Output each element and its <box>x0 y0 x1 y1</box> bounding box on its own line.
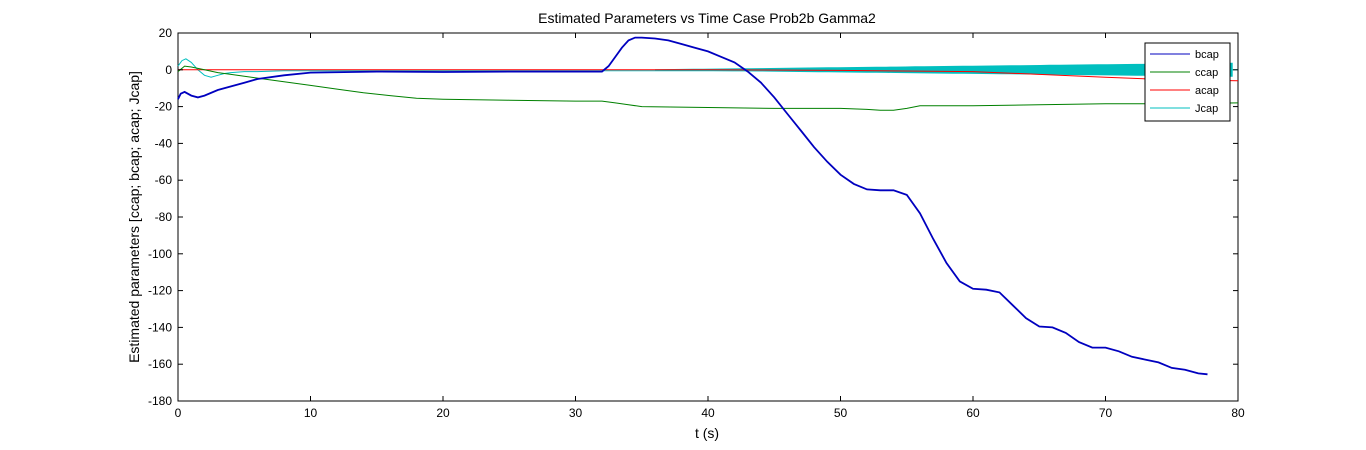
bcap-line <box>177 36 1208 376</box>
axes-box <box>177 32 1239 402</box>
y-tick-label: 0 <box>165 63 172 77</box>
legend: bcap ccap acap Jcap <box>1144 42 1231 122</box>
y-tick-label: -180 <box>148 394 172 408</box>
x-tick-label: 0 <box>175 406 182 420</box>
legend-label-jcap: Jcap <box>1195 103 1218 115</box>
chart-title: Estimated Parameters vs Time Case Prob2b… <box>538 10 876 26</box>
x-tick-label: 40 <box>701 406 715 420</box>
ccap-line <box>177 65 1239 111</box>
y-tick-label: -60 <box>155 173 173 187</box>
y-tick-label: -20 <box>155 100 173 114</box>
legend-label-bcap: bcap <box>1195 49 1219 61</box>
plot-area: 0 10 20 30 40 50 60 70 80 20 0 -20 -40 -60 -80 -100 -120… <box>148 26 1245 420</box>
y-tick-label: -140 <box>148 320 172 334</box>
y-axis-label: Estimated parameters [ccap; bcap; acap; … <box>126 71 142 363</box>
acap-line <box>178 69 1239 82</box>
ticks-layer: 0 10 20 30 40 50 60 70 80 20 0 -20 -40 -60 -80 -100 -120… <box>148 26 1245 420</box>
x-axis-label: t (s) <box>695 425 719 441</box>
legend-label-ccap: ccap <box>1195 67 1218 79</box>
y-tick-label: -120 <box>148 284 172 298</box>
x-tick-label: 80 <box>1231 406 1245 420</box>
y-tick-label: -100 <box>148 247 172 261</box>
x-tick-label: 10 <box>304 406 318 420</box>
legend-label-acap: acap <box>1195 85 1219 97</box>
x-tick-label: 60 <box>966 406 980 420</box>
y-tick-label: -160 <box>148 357 172 371</box>
x-tick-label: 70 <box>1099 406 1113 420</box>
y-tick-label: 20 <box>159 26 173 40</box>
series-layer <box>177 36 1239 376</box>
x-tick-label: 50 <box>834 406 848 420</box>
x-tick-label: 30 <box>569 406 583 420</box>
y-tick-label: -80 <box>155 210 173 224</box>
y-tick-label: -40 <box>155 136 173 150</box>
x-tick-label: 20 <box>436 406 450 420</box>
jcap-line <box>177 58 1238 78</box>
